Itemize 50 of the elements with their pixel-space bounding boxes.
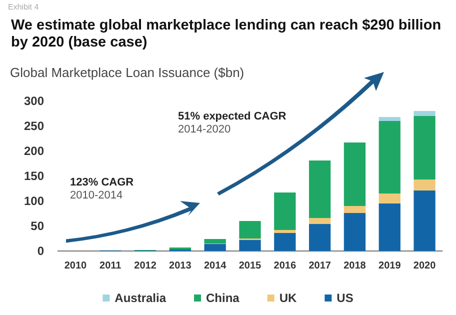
bar [239,221,261,238]
annotation: 2014-2020 [178,124,231,136]
bar [378,204,400,251]
x-tick-label: 2014 [204,260,227,272]
x-tick-label: 2016 [274,260,296,272]
annotation: 2010-2014 [70,190,123,202]
bar [274,192,296,230]
x-tick-label: 2017 [308,260,332,272]
bar [344,213,366,251]
x-tick-label: 2012 [134,260,157,272]
chart-title: We estimate global marketplace lending can reach $290 billion by 2020 (base case) [11,18,446,50]
bar [239,240,261,251]
x-tick-label: 2019 [378,260,402,272]
bar [204,244,226,251]
x-tick-label: 2020 [413,260,436,272]
bar [414,180,436,190]
x-tick-label: 2013 [169,260,192,272]
y-tick-label: 250 [24,119,44,133]
y-axis-title: Global Marketplace Loan Issuance ($bn) [10,65,244,80]
legend-label: Australia [114,291,166,305]
legend-label: China [206,291,240,305]
y-tick-label: 50 [30,219,44,233]
bar [204,239,226,244]
text: Exhibit 4 [8,2,40,12]
bar [308,218,331,224]
x-tick-label: 2018 [344,260,366,272]
x-tick-label: 2010 [64,260,88,272]
y-tick-label: 200 [24,144,44,158]
x-tick-label: 2011 [100,260,122,272]
bar [414,111,436,116]
legend-label: US [336,291,354,305]
bar [378,117,400,121]
bar [274,230,296,233]
y-tick-label: 100 [24,194,44,208]
annotation: 123% CAGR [70,176,134,188]
x-tick-label: 2015 [238,260,262,272]
bar [274,233,296,251]
bar [344,206,366,213]
bar [344,142,366,206]
bar [414,190,436,251]
y-tick-label: 300 [24,94,44,108]
y-tick-label: 150 [24,169,44,183]
bar [308,224,331,251]
annotation: 51% expected CAGR [178,110,286,122]
bar [378,121,400,194]
bar [378,194,400,204]
y-tick-label: 0 [37,244,44,258]
legend-label: UK [279,291,298,305]
bar [308,160,331,218]
bar [414,116,436,180]
